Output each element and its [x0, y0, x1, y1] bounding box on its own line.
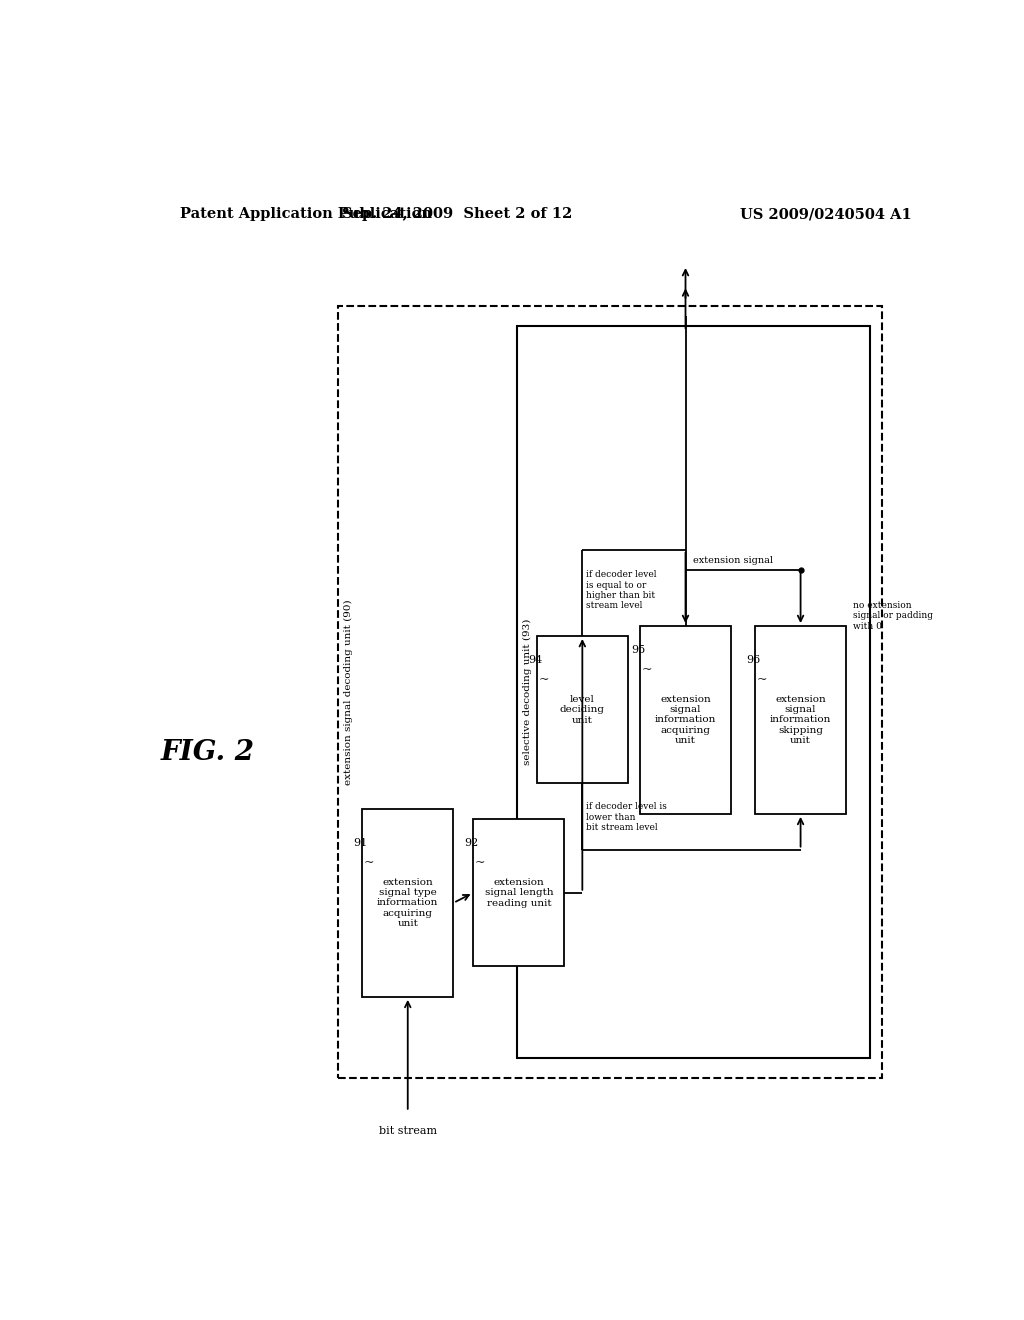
Text: extension
signal
information
acquiring
unit: extension signal information acquiring u…: [654, 694, 716, 746]
Text: if decoder level is
lower than
bit stream level: if decoder level is lower than bit strea…: [587, 803, 668, 832]
Text: ~: ~: [364, 855, 374, 869]
Text: extension
signal
information
skipping
unit: extension signal information skipping un…: [770, 694, 831, 746]
Text: 91: 91: [353, 838, 368, 847]
Text: if decoder level
is equal to or
higher than bit
stream level: if decoder level is equal to or higher t…: [587, 570, 656, 610]
Bar: [517, 326, 870, 1057]
Text: FIG. 2: FIG. 2: [161, 739, 254, 767]
Text: extension
signal type
information
acquiring
unit: extension signal type information acquir…: [377, 878, 438, 928]
Text: 96: 96: [746, 655, 761, 665]
Text: 95: 95: [631, 645, 645, 656]
Text: ~: ~: [641, 664, 652, 677]
Bar: [537, 636, 628, 784]
Bar: [362, 809, 454, 997]
Text: Patent Application Publication: Patent Application Publication: [179, 207, 431, 222]
Text: extension
signal length
reading unit: extension signal length reading unit: [484, 878, 553, 908]
Bar: [473, 818, 564, 966]
Text: Sep. 24, 2009  Sheet 2 of 12: Sep. 24, 2009 Sheet 2 of 12: [342, 207, 572, 222]
Text: ~: ~: [539, 673, 549, 686]
Bar: [640, 626, 731, 814]
Bar: [338, 306, 882, 1078]
Text: extension signal decoding unit (90): extension signal decoding unit (90): [344, 599, 353, 785]
Text: US 2009/0240504 A1: US 2009/0240504 A1: [740, 207, 912, 222]
Text: selective decoding unit (93): selective decoding unit (93): [522, 619, 531, 766]
Text: ~: ~: [475, 855, 485, 869]
Text: ~: ~: [757, 673, 767, 686]
Text: level
deciding
unit: level deciding unit: [560, 694, 605, 725]
Text: 94: 94: [528, 655, 543, 665]
Text: bit stream: bit stream: [379, 1126, 437, 1137]
Text: 92: 92: [465, 838, 479, 847]
Text: no extension
signal or padding
with 0: no extension signal or padding with 0: [853, 601, 933, 631]
Text: extension signal: extension signal: [693, 556, 773, 565]
Bar: [755, 626, 846, 814]
